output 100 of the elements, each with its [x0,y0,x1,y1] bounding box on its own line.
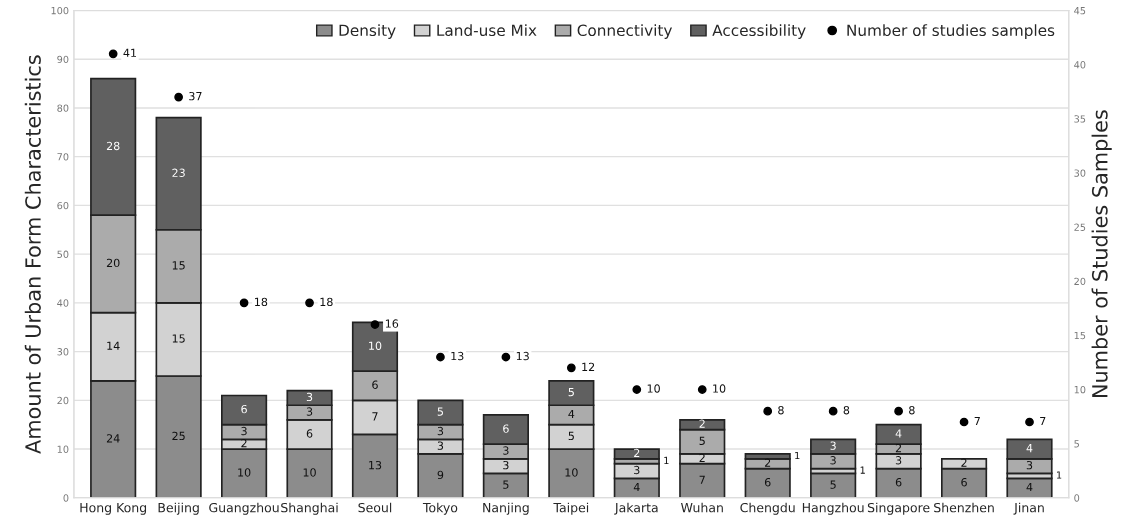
y2-tick-label: 15 [1074,331,1086,340]
data-label: 9 [437,470,444,480]
x-tick-label: Jinan [1013,502,1044,515]
data-label: 2 [699,453,705,462]
data-label: 6 [372,380,378,389]
data-label: 7 [974,416,980,426]
data-label: 2 [699,419,705,428]
point [436,352,445,362]
point [174,92,183,102]
data-label: 3 [503,460,509,470]
data-label: 7 [699,475,705,484]
y-tick-label: 80 [57,104,69,112]
data-label: 18 [320,297,333,307]
y2-tick-label: 40 [1074,61,1086,69]
data-label: 1 [1057,471,1062,479]
x-tick-label: Beijing [158,502,199,515]
data-label: 10 [303,468,316,477]
x-tick-label: Tokyo [422,502,458,515]
data-label: 8 [778,405,784,415]
y2-tick-label: 20 [1074,277,1086,286]
bar [810,472,857,498]
data-label: 14 [107,341,120,350]
data-label: 3 [306,407,313,416]
data-label: 3 [437,441,444,450]
data-label: 16 [385,319,399,328]
x-tick-label: Chengdu [740,502,795,515]
legend-label: Accessibility [712,24,806,40]
y2-axis-title: Number of Studies Samples [1091,110,1112,398]
y-tick-label: 30 [57,348,69,356]
data-label: 3 [437,426,444,436]
data-label: 5 [437,407,443,416]
y2-tick-label: 30 [1074,169,1086,177]
legend-label: Land-use Mix [437,24,537,37]
x-tick-label: Singapore [867,502,930,515]
x-tick-label: Nanjing [483,502,529,515]
data-label: 24 [106,434,120,443]
point [108,49,118,59]
data-label: 5 [699,436,705,445]
point [239,298,249,308]
y-axis-title: Amount of Urban Form Characteristics [24,55,41,454]
data-label: 25 [172,431,185,441]
point [370,320,380,329]
point [763,406,773,416]
data-label: 3 [503,446,509,455]
data-label: 15 [172,261,185,270]
data-label: 10 [713,384,726,393]
x-tick-label: Hangzhou [802,502,864,515]
point [697,385,707,394]
data-label: 7 [372,412,378,421]
y-tick-label: 70 [57,153,69,161]
x-tick-label: Shenzhen [934,502,994,513]
data-label: 6 [764,478,771,487]
data-label: 12 [582,362,595,371]
data-label: 3 [241,426,247,436]
data-label: 5 [830,480,836,489]
point [1025,417,1034,427]
y2-tick-label: 10 [1074,385,1086,394]
data-label: 2 [764,458,771,467]
data-label: 6 [503,424,509,433]
data-label: 3 [895,456,902,465]
x-tick-label: Shanghai [281,502,338,515]
x-tick-label: Seoul [358,502,392,513]
y-tick-label: 10 [57,445,69,453]
x-tick-label: Guangzhou [209,502,279,515]
data-label: 6 [241,404,247,414]
data-label: 18 [255,297,268,307]
data-label: 4 [1026,444,1033,453]
data-label: 10 [565,468,578,477]
data-label: 3 [830,441,836,450]
data-label: 3 [1026,460,1033,470]
data-label: 8 [909,405,915,415]
data-label: 1 [795,451,800,460]
data-label: 13 [516,351,529,361]
legend-label: Density [339,24,396,40]
data-label: 3 [830,456,836,465]
y-tick-label: 40 [57,299,69,307]
data-label: 3 [306,392,313,402]
y-tick-label: 100 [51,6,69,15]
data-label: 41 [123,48,137,57]
data-label: 6 [306,429,313,438]
point [894,406,903,416]
y-tick-label: 50 [57,250,69,258]
data-label: 1 [664,456,669,464]
data-label: 10 [238,468,251,477]
data-label: 6 [895,478,902,487]
x-tick-label: Taipei [553,502,589,515]
point [501,352,511,362]
data-label: 20 [106,258,120,268]
y-tick-label: 90 [57,55,69,64]
point [566,363,576,373]
data-label: 2 [241,439,247,448]
point [632,385,642,394]
y2-tick-label: 25 [1074,223,1086,231]
data-label: 13 [451,351,464,361]
data-label: 4 [1026,483,1033,492]
point [305,298,314,308]
data-label: 28 [106,141,120,151]
data-label: 1 [860,466,865,474]
data-label: 13 [369,460,382,470]
data-label: 6 [961,478,967,487]
